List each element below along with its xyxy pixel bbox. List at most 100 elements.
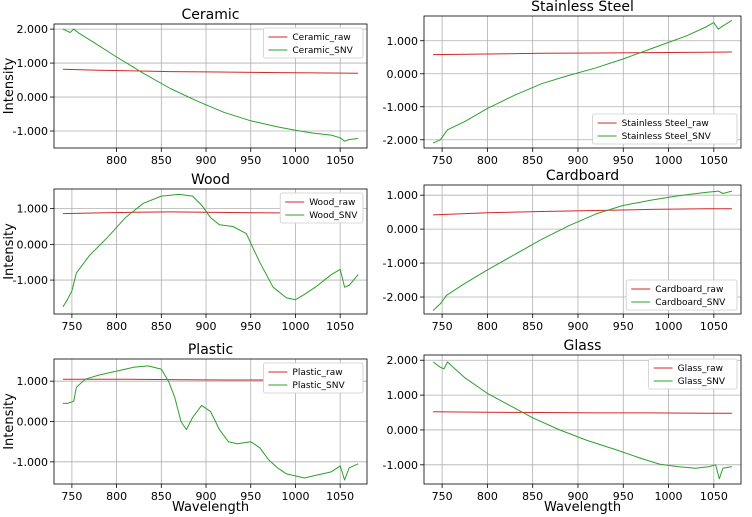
series-line-ceramic-raw: [62, 68, 359, 74]
legend-box: [625, 279, 738, 311]
subplot-4: 750 800 850 900 950 1000 1050 -2.000 -1.000 0.000…: [383, 168, 742, 333]
y-axis-label: Intensity: [2, 57, 17, 114]
legend-entry: Glass_SNV: [678, 377, 726, 387]
legend: Glass_raw Glass_SNV: [648, 358, 738, 390]
x-tick-label: 1000: [655, 320, 683, 333]
series-line-cardboard-snv: [432, 190, 733, 311]
legend-box: [262, 362, 364, 394]
series-line-plastic-snv: [62, 365, 359, 481]
x-tick-label: 950: [613, 490, 634, 503]
series-line-glass-snv: [432, 361, 732, 480]
legend-entry: Plastic_SNV: [292, 381, 345, 391]
x-tick-label: 1050: [326, 320, 354, 333]
x-tick-label: 1050: [326, 154, 354, 167]
x-tick-label: 950: [613, 320, 634, 333]
series-line-ceramic-snv: [62, 28, 359, 142]
x-tick-label: 850: [522, 490, 543, 503]
subplot-title: Plastic: [188, 342, 233, 358]
x-tick-label: 1000: [281, 154, 309, 167]
y-tick-label: 2.000: [17, 23, 49, 36]
y-tick-label: -1.000: [383, 459, 418, 472]
x-tick-label: 950: [240, 154, 261, 167]
x-tick-label: 800: [106, 154, 127, 167]
x-tick-label: 1000: [655, 490, 683, 503]
x-axis-label: Wavelength: [172, 500, 249, 515]
x-tick-label: 850: [151, 154, 172, 167]
y-tick-label: 1.000: [387, 35, 419, 48]
subplot-2: 750 800 850 900 950 1000 1050 -2.000 -1.000 0.000…: [383, 0, 742, 167]
axes-frame: [53, 23, 368, 149]
x-tick-label: 800: [106, 490, 127, 503]
series-line-glass-raw: [433, 411, 732, 414]
axes-frame: [423, 15, 742, 149]
axes-frame: [53, 188, 368, 315]
legend: Ceramic_raw Ceramic_SNV: [262, 27, 364, 59]
subplot-3: 750 800 850 900 950 1000 1050 -1.000 0.000 1.000 W…: [2, 172, 368, 333]
x-tick-label: 800: [106, 320, 127, 333]
y-tick-label: -1.000: [13, 274, 48, 287]
x-tick-label: 1000: [281, 320, 309, 333]
legend: Cardboard_raw Cardboard_SNV: [625, 279, 738, 311]
x-tick-label: 1050: [700, 490, 728, 503]
x-tick-label: 1000: [655, 154, 683, 167]
x-tick-label: 900: [196, 154, 217, 167]
x-tick-label: 750: [61, 320, 82, 333]
subplot-title: Stainless Steel: [531, 0, 634, 15]
x-tick-label: 850: [151, 320, 172, 333]
series-line-cardboard-raw: [433, 208, 732, 216]
subplot-6: 750 800 850 900 950 1000 1050 -1.000 0.000 1.000 2…: [383, 338, 742, 515]
legend-entry: Stainless Steel_raw: [622, 119, 709, 129]
y-tick-label: 0.000: [17, 238, 49, 251]
y-tick-label: 2.000: [387, 354, 419, 367]
y-tick-label: 0.000: [387, 223, 419, 236]
legend: Stainless Steel_raw Stainless Steel_SNV: [592, 113, 738, 145]
y-tick-label: 1.000: [17, 375, 49, 388]
axes-frame: [423, 184, 742, 315]
y-tick-label: 0.000: [17, 91, 49, 104]
legend-entry: Wood_SNV: [309, 211, 358, 221]
x-tick-label: 750: [432, 154, 453, 167]
x-axis-label: Wavelength: [544, 500, 621, 515]
x-tick-label: 900: [567, 490, 588, 503]
x-tick-label: 1050: [700, 154, 728, 167]
x-tick-label: 750: [432, 320, 453, 333]
x-tick-label: 1000: [281, 490, 309, 503]
x-tick-label: 800: [477, 154, 498, 167]
legend-entry: Cardboard_SNV: [655, 298, 726, 308]
x-tick-label: 900: [567, 154, 588, 167]
y-tick-label: 1.000: [17, 203, 49, 216]
x-tick-label: 850: [522, 154, 543, 167]
x-tick-label: 750: [61, 490, 82, 503]
x-tick-label: 800: [477, 490, 498, 503]
y-axis-label: Intensity: [2, 223, 17, 280]
y-tick-label: -2.000: [383, 291, 418, 304]
subplot-title: Glass: [564, 338, 602, 354]
axes-frame: [423, 354, 742, 485]
x-tick-label: 900: [567, 320, 588, 333]
y-tick-label: 1.000: [387, 389, 419, 402]
legend-entry: Cardboard_raw: [655, 285, 723, 295]
y-tick-label: -1.000: [13, 456, 48, 469]
series-line-wood-snv: [62, 193, 359, 308]
subplot-5: 750 800 850 900 950 1000 1050 -1.000 0.000 1.000 P…: [2, 342, 368, 515]
x-tick-label: 850: [151, 490, 172, 503]
x-tick-label: 900: [196, 320, 217, 333]
legend-entry: Stainless Steel_SNV: [622, 132, 712, 142]
x-tick-label: 850: [522, 320, 543, 333]
legend-box: [592, 113, 738, 145]
y-tick-label: 0.000: [17, 416, 49, 429]
series-line-stainless-steel-snv: [432, 19, 733, 144]
legend-entry: Ceramic_SNV: [292, 46, 353, 56]
legend-entry: Ceramic_raw: [292, 33, 350, 43]
legend: Wood_raw Wood_SNV: [279, 192, 364, 224]
legend: Plastic_raw Plastic_SNV: [262, 362, 364, 394]
y-tick-label: 1.000: [17, 57, 49, 70]
x-tick-label: 750: [432, 490, 453, 503]
y-tick-label: -1.000: [383, 101, 418, 114]
x-tick-label: 950: [613, 154, 634, 167]
legend-entry: Plastic_raw: [292, 368, 342, 378]
x-tick-label: 950: [240, 320, 261, 333]
subplot-title: Ceramic: [182, 7, 240, 23]
y-tick-label: -1.000: [13, 125, 48, 138]
legend-box: [262, 27, 364, 59]
